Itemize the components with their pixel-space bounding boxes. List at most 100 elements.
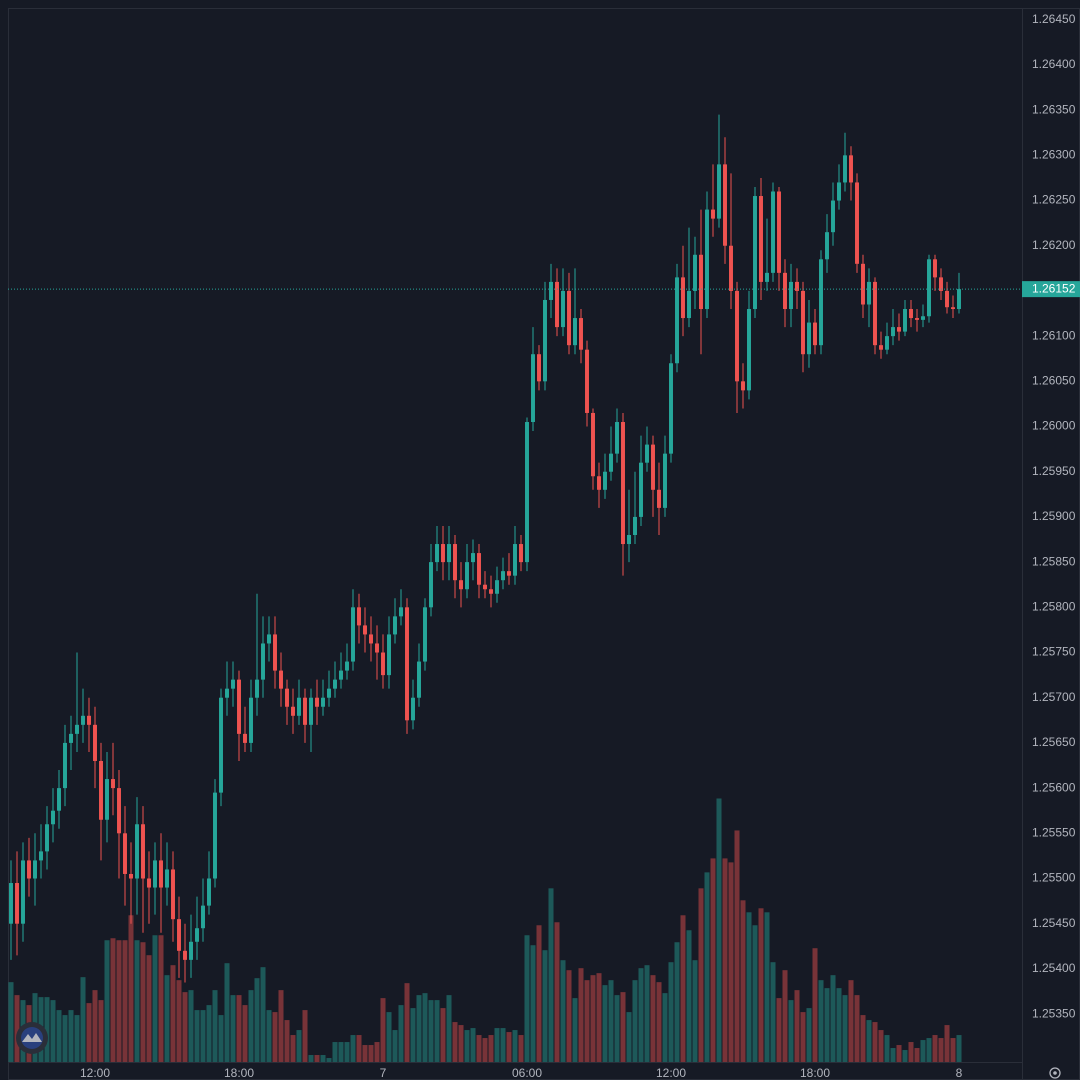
candle-body	[327, 688, 331, 698]
y-tick-label: 1.26200	[1032, 238, 1076, 252]
volume-bar	[290, 1035, 296, 1062]
volume-bar	[698, 888, 704, 1062]
candle-layer	[9, 114, 961, 983]
candle-body	[717, 164, 721, 219]
volume-bar	[686, 930, 692, 1062]
candle-body	[867, 281, 871, 305]
candle-body	[957, 289, 961, 310]
volume-bar	[836, 988, 842, 1062]
volume-bar	[512, 1030, 518, 1062]
candle-body	[141, 824, 145, 879]
candle-body	[219, 697, 223, 793]
candle-body	[285, 688, 289, 707]
volume-bar	[632, 980, 638, 1062]
volume-bar	[380, 998, 386, 1062]
candle-body	[813, 322, 817, 346]
volume-bar	[914, 1048, 920, 1062]
candle-body	[885, 336, 889, 350]
candle-body	[783, 272, 787, 310]
candle-body	[453, 544, 457, 581]
candle-body	[459, 580, 463, 590]
candle-body	[567, 290, 571, 346]
volume-bar	[434, 1000, 440, 1062]
volume-bar	[176, 980, 182, 1062]
volume-bar	[500, 1028, 506, 1062]
volume-bar	[926, 1038, 932, 1062]
volume-bar	[614, 995, 620, 1062]
volume-bar	[938, 1038, 944, 1062]
candle-body	[429, 562, 433, 608]
candle-body	[873, 281, 877, 346]
y-tick-label: 1.26400	[1032, 57, 1076, 71]
volume-bar	[524, 935, 530, 1062]
volume-bar	[734, 830, 740, 1062]
candle-body	[69, 733, 73, 743]
volume-bar	[572, 998, 578, 1062]
volume-bar	[182, 992, 188, 1062]
volume-bar	[722, 858, 728, 1062]
volume-bar	[410, 1008, 416, 1062]
candle-body	[321, 697, 325, 707]
candle-body	[249, 697, 253, 743]
volume-bar	[536, 925, 542, 1062]
volume-bar	[716, 798, 722, 1062]
candle-body	[585, 349, 589, 413]
volume-bar	[812, 948, 818, 1062]
volume-bar	[902, 1050, 908, 1062]
y-tick-label: 1.26350	[1032, 102, 1076, 116]
volume-bar	[554, 922, 560, 1062]
candle-body	[765, 272, 769, 282]
volume-bar	[776, 998, 782, 1062]
candle-body	[15, 883, 19, 924]
candle-body	[891, 327, 895, 337]
candle-body	[177, 919, 181, 951]
y-tick-label: 1.25700	[1032, 690, 1076, 704]
x-tick-label: 06:00	[512, 1066, 542, 1080]
logo[interactable]	[16, 1022, 48, 1054]
candle-body	[573, 318, 577, 346]
candle-body	[951, 307, 955, 310]
volume-bar	[224, 963, 230, 1062]
volume-bar	[392, 1030, 398, 1062]
volume-bar	[428, 1000, 434, 1062]
candle-body	[339, 670, 343, 680]
candle-body	[753, 196, 757, 310]
volume-bar	[518, 1035, 524, 1062]
candle-body	[111, 779, 115, 789]
candle-body	[297, 697, 301, 716]
candle-body	[579, 318, 583, 350]
y-tick-label: 1.25400	[1032, 961, 1076, 975]
candle-body	[759, 196, 763, 282]
candle-body	[489, 589, 493, 594]
volume-bar	[122, 940, 128, 1062]
candle-body	[921, 316, 925, 320]
volume-bar	[206, 1005, 212, 1062]
volume-bar	[584, 980, 590, 1062]
volume-bar	[620, 992, 626, 1062]
settings-icon[interactable]	[1049, 1067, 1061, 1079]
candle-body	[345, 661, 349, 671]
candle-body	[939, 277, 943, 291]
candle-body	[711, 209, 715, 219]
candle-body	[555, 281, 559, 328]
y-tick-label: 1.25800	[1032, 599, 1076, 613]
y-tick-label: 1.25650	[1032, 735, 1076, 749]
candle-body	[87, 715, 91, 725]
volume-bar	[896, 1045, 902, 1062]
candle-body	[99, 760, 103, 820]
volume-bar	[248, 990, 254, 1062]
volume-bar	[74, 1015, 80, 1062]
candle-body	[225, 688, 229, 698]
volume-bar	[692, 960, 698, 1062]
y-tick-label: 1.26000	[1032, 419, 1076, 433]
volume-bar	[506, 1032, 512, 1062]
volume-bar	[842, 995, 848, 1062]
volume-bar	[746, 912, 752, 1062]
volume-bar	[668, 962, 674, 1062]
axis-layer: 1.25350 1.25400 1.25450 1.25500 1.25550 1.256…	[8, 12, 1080, 1080]
volume-bar	[302, 1010, 308, 1062]
candle-body	[75, 724, 79, 734]
candle-body	[927, 259, 931, 317]
